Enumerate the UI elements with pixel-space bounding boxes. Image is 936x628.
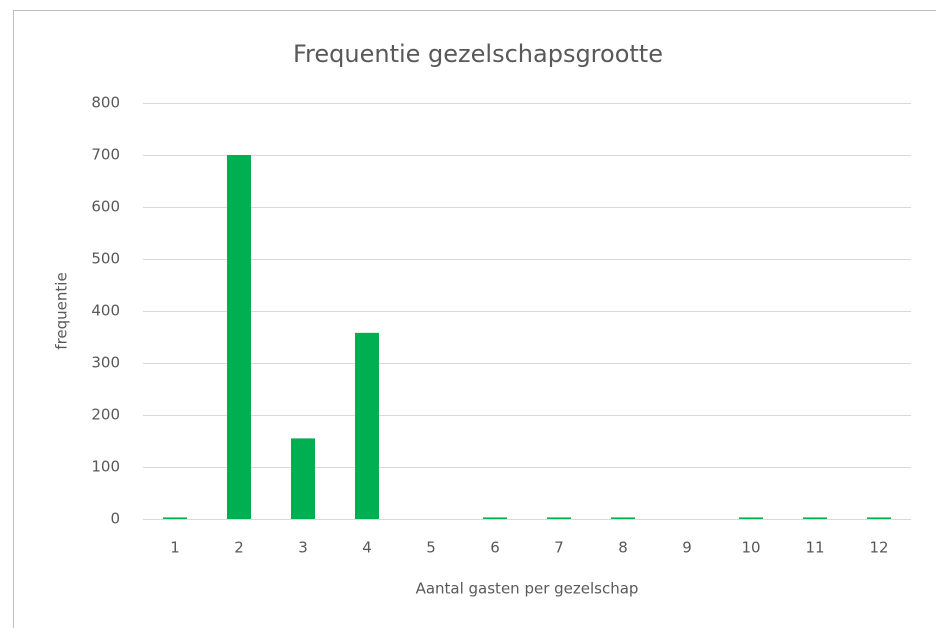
bar (483, 517, 507, 519)
x-tick-label: 8 (618, 539, 628, 557)
bar (547, 517, 571, 519)
chart-frame (13, 10, 936, 628)
y-tick-label: 300 (91, 354, 120, 372)
y-tick-label: 0 (110, 510, 120, 528)
chart-title: Frequentie gezelschapsgrootte (293, 40, 663, 68)
y-tick-label: 700 (91, 146, 120, 164)
x-axis-label: Aantal gasten per gezelschap (416, 580, 639, 598)
x-tick-label: 1 (170, 539, 180, 557)
bar (867, 517, 891, 519)
bar (739, 517, 763, 519)
y-tick-label: 500 (91, 250, 120, 268)
x-tick-label: 11 (805, 539, 824, 557)
y-tick-label: 800 (91, 94, 120, 112)
y-tick-label: 600 (91, 198, 120, 216)
y-tick-label: 200 (91, 406, 120, 424)
y-tick-label: 100 (91, 458, 120, 476)
bar (291, 438, 315, 519)
x-tick-label: 2 (234, 539, 244, 557)
x-tick-label: 4 (362, 539, 372, 557)
bar (163, 517, 187, 519)
bar (355, 332, 379, 519)
x-tick-label: 10 (741, 539, 760, 557)
x-tick-label: 6 (490, 539, 500, 557)
x-tick-label: 12 (869, 539, 888, 557)
bar (227, 155, 251, 519)
x-tick-label: 5 (426, 539, 436, 557)
x-tick-label: 3 (298, 539, 308, 557)
y-axis-label: frequentie (53, 272, 71, 349)
bar (611, 517, 635, 519)
x-tick-label: 9 (682, 539, 692, 557)
x-tick-label: 7 (554, 539, 564, 557)
bar (803, 517, 827, 519)
y-tick-label: 400 (91, 302, 120, 320)
